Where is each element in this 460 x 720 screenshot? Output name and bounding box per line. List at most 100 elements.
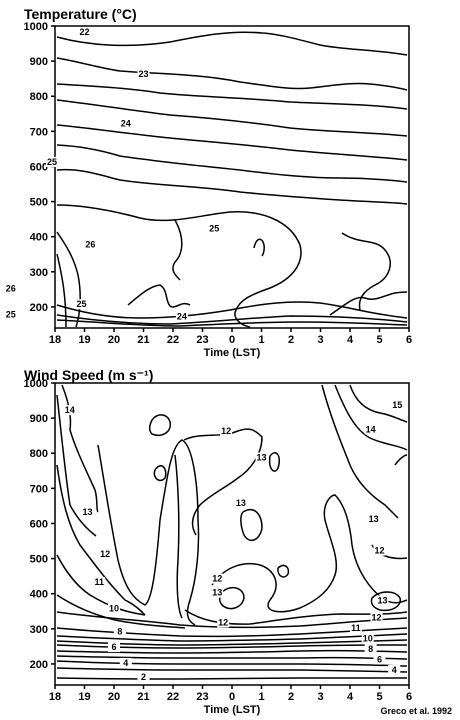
temperature-xtick-label: 0 xyxy=(229,334,235,346)
wind-contour-14-right xyxy=(334,384,408,451)
wind-xtick-label: 19 xyxy=(78,691,90,703)
wind-xtick-label: 4 xyxy=(347,691,354,703)
wind-contour-blob-13 xyxy=(218,587,245,610)
wind-contour-13-right-2 xyxy=(394,454,408,466)
temperature-contour-label: 24 xyxy=(121,118,131,128)
wind-contour-label-bg xyxy=(373,545,386,556)
wind-contour-label: 12 xyxy=(100,549,110,559)
temperature-xtick-label: 22 xyxy=(167,334,179,346)
wind-ytick-label: 500 xyxy=(30,554,48,566)
wind-contour-blob-4 xyxy=(240,508,263,542)
wind-contour-label: 4 xyxy=(123,658,128,668)
wind-contour-label: 12 xyxy=(374,546,384,556)
wind-contour-label-bg xyxy=(391,399,404,410)
temperature-contour-25d xyxy=(56,301,408,319)
wind-contour-label-bg xyxy=(388,664,401,675)
wind-contour-label-bg xyxy=(113,626,126,637)
wind-contour-label: 12 xyxy=(221,426,231,436)
wind-contour-label: 13 xyxy=(236,498,246,508)
wind-xtick-label: 5 xyxy=(376,691,382,703)
wind-contour-label: 13 xyxy=(82,507,92,517)
wind-contour-label-bg xyxy=(367,513,380,524)
wind-contour-blob-1 xyxy=(148,414,171,436)
wind-ytick-label: 600 xyxy=(30,518,48,530)
temperature-ytick-label: 600 xyxy=(30,161,48,173)
wind-contour-label: 13 xyxy=(256,453,266,463)
wind-contour-label-bg xyxy=(255,452,268,463)
wind-xtick-label: 18 xyxy=(49,691,61,703)
wind-contour-11-left xyxy=(56,554,146,616)
wind-contour-label: 10 xyxy=(363,633,373,643)
wind-contour-label: 12 xyxy=(212,574,222,584)
temperature-contour-label: 26 xyxy=(85,239,95,249)
temperature-ytick-label: 1000 xyxy=(24,21,48,33)
wind-xtick-label: 0 xyxy=(229,691,235,703)
wind-contour-label-bg xyxy=(364,643,377,654)
wind-contour-blob-5 xyxy=(277,564,290,578)
temperature-contour-label-bg xyxy=(137,69,150,80)
wind-contour-label: 8 xyxy=(117,626,122,636)
wind-contour-label: 14 xyxy=(65,405,75,415)
wind-contour-blob-13r xyxy=(370,591,401,612)
wind-ytick-label: 900 xyxy=(30,413,48,425)
wind-contours xyxy=(56,384,408,629)
wind-contour-9-band xyxy=(56,633,408,642)
wind-xtick-label: 2 xyxy=(288,691,294,703)
wind-contour-label: 14 xyxy=(366,424,376,434)
wind-ytick-label: 200 xyxy=(30,659,48,671)
wind-ytick-label: 1000 xyxy=(24,378,48,390)
temperature-contour-25c xyxy=(341,232,391,311)
wind-ytick-label: 700 xyxy=(30,483,48,495)
temperature-xtick-label: 1 xyxy=(258,334,264,346)
temperature-contour-low-1 xyxy=(56,319,408,327)
temperature-contour-label-bg xyxy=(119,118,132,129)
temperature-contour-label-bg xyxy=(46,156,59,167)
wind-contour-label-bg xyxy=(220,426,233,437)
wind-xtick-label: 21 xyxy=(137,691,149,703)
wind-ytick-label: 800 xyxy=(30,448,48,460)
temperature-contour-25b xyxy=(56,168,408,205)
wind-contour-label: 12 xyxy=(218,618,228,628)
wind-contour-14-left xyxy=(61,384,99,513)
wind-contour-13-left xyxy=(56,394,97,537)
temperature-contour-26b xyxy=(56,253,67,328)
temperature-ytick-label: 200 xyxy=(30,302,48,314)
wind-contour-label-bg xyxy=(364,424,377,435)
temperature-contour-label-bg xyxy=(4,283,17,294)
temperature-contour-label: 23 xyxy=(138,69,148,79)
temperature-xtick-label: 2 xyxy=(288,334,294,346)
temperature-x-axis-title: Time (LST) xyxy=(204,347,261,359)
temperature-ytick-label: 400 xyxy=(30,232,48,244)
temperature-xtick-label: 21 xyxy=(137,334,149,346)
chart-title-wind-speed: Wind Speed (m s⁻¹) xyxy=(24,367,154,383)
wind-contour-12-left xyxy=(56,464,146,616)
temperature-contour-label-bg xyxy=(84,239,97,250)
temperature-contour-label: 25 xyxy=(6,310,16,320)
wind-contour-label: 2 xyxy=(141,672,146,682)
wind-contour-label-bg xyxy=(211,573,224,584)
temperature-ytick-label: 500 xyxy=(30,197,48,209)
temperature-contour-24a xyxy=(56,99,408,137)
temperature-contour-label: 22 xyxy=(79,27,89,37)
temperature-xtick-label: 6 xyxy=(406,334,412,346)
wind-contour-label-bg xyxy=(373,654,386,665)
temperature-contour-26-main xyxy=(56,204,302,328)
wind-contour-label: 13 xyxy=(212,588,222,598)
wind-contour-label-bg xyxy=(211,587,224,598)
temperature-contour-27 xyxy=(56,231,81,328)
wind-contour-label-bg xyxy=(108,603,120,614)
temperature-contour-24d xyxy=(329,291,408,316)
wind-contour-10-left xyxy=(56,594,186,629)
wind-contour-blob-2 xyxy=(153,465,167,482)
temperature-contour-label: 26 xyxy=(6,283,16,293)
wind-contour-label-bg xyxy=(108,642,120,653)
temperature-contour-24b xyxy=(56,124,408,161)
temperature-contour-25a xyxy=(56,144,408,183)
temperature-contour-24c xyxy=(56,314,408,325)
temperature-contour-22 xyxy=(56,31,408,56)
temperature-xtick-label: 3 xyxy=(317,334,323,346)
temperature-contour-26-small xyxy=(253,238,265,257)
wind-contour-label: 12 xyxy=(372,612,382,622)
temperature-contour-label-bg xyxy=(175,311,188,322)
